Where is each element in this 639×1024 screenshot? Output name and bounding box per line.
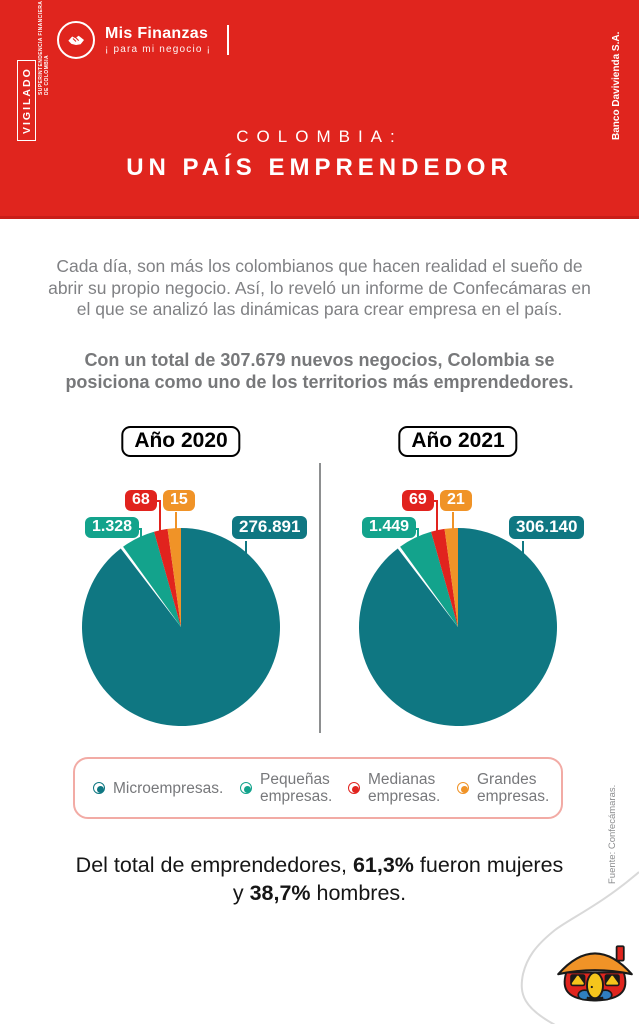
legend-item-grandes: Grandes empresas. [457, 771, 557, 805]
pie-chart-2021: Año 2021 1.449 69 21 306.140 [318, 420, 598, 752]
header-titles: COLOMBIA: UN PAÍS EMPRENDEDOR [0, 127, 639, 182]
corner-curve-decoration [520, 871, 639, 1024]
connector-grandes-2021 [452, 512, 454, 531]
vigilado-small-text: SUPERINTENDENCIA FINANCIERA DE COLOMBIA [38, 1, 50, 95]
legend-item-medianas: Medianas empresas. [348, 771, 457, 805]
vigilado-vertical-badge: VIGILADO SUPERINTENDENCIA FINANCIERA DE … [17, 1, 50, 141]
charts-divider-line [319, 463, 321, 733]
title-un-pais-emprendedor: UN PAÍS EMPRENDEDOR [126, 154, 513, 181]
legend-label-grandes: Grandes empresas. [477, 771, 550, 805]
statement-part3: y [232, 881, 250, 905]
pie-2021 [358, 528, 557, 726]
legend-label-microempresas: Microempresas. [113, 779, 224, 797]
vigilado-small-line2: DE COLOMBIA [44, 55, 50, 95]
logo-subtitle: ¡ para mi negocio ¡ [105, 44, 212, 55]
legend-item-pequenas: Pequeñas empresas. [240, 771, 348, 805]
microempresas-dot-icon [93, 782, 105, 794]
callout-grandes-2020: 15 [163, 490, 195, 511]
legend-label-medianas: Medianas empresas. [368, 771, 441, 805]
legend-label-pequenas: Pequeñas empresas. [260, 771, 333, 805]
statement-men-pct: 38,7% [249, 881, 311, 905]
callout-medianas-2021: 69 [402, 490, 434, 511]
medianas-dot-icon [348, 782, 360, 794]
pie-2020 [81, 528, 280, 726]
callout-pequenas-2020: 1.328 [85, 517, 140, 538]
statement-part4: hombres. [310, 881, 407, 905]
year-label-2021: Año 2021 [398, 426, 518, 457]
davivienda-house-icon [557, 945, 633, 1002]
logo-title: Mis Finanzas [105, 25, 209, 42]
year-label-2020: Año 2020 [121, 426, 241, 457]
callout-grandes-2021: 21 [440, 490, 472, 511]
statement-part1: Del total de emprendedores, [75, 853, 353, 877]
logo-text: Mis Finanzas ¡ para mi negocio ¡ [105, 25, 211, 55]
connector-micro-2021 [522, 541, 524, 554]
legend-item-microempresas: Microempresas. [93, 780, 240, 797]
pie-chart-2020: Año 2020 1.328 68 15 276.891 [41, 420, 321, 752]
callout-micro-2021: 306.140 [509, 516, 585, 539]
callout-pequenas-2021: 1.449 [362, 517, 417, 538]
intro-paragraph: Cada día, son más los colombianos que ha… [48, 256, 591, 319]
masthead: Mis Finanzas ¡ para mi negocio ¡ VIGILAD… [0, 0, 639, 219]
callout-micro-2020: 276.891 [232, 516, 308, 539]
chart-legend: Microempresas. Pequeñas empresas. Median… [73, 757, 563, 819]
intro-highlight: Con un total de 307.679 nuevos negocios,… [65, 350, 574, 392]
connector-grandes-2020 [175, 512, 177, 531]
handshake-icon-glyph [68, 35, 85, 45]
title-colombia: COLOMBIA: [236, 127, 403, 146]
pequenas-dot-icon [240, 782, 252, 794]
logo-divider-bar [227, 25, 230, 55]
statement-part2: fueron mujeres [413, 853, 564, 877]
connector-micro-2020 [245, 541, 247, 554]
statement-women-pct: 61,3% [352, 853, 414, 877]
mis-finanzas-logo: Mis Finanzas ¡ para mi negocio ¡ [57, 21, 230, 59]
gender-statement: Del total de emprendedores, 61,3% fueron… [0, 851, 639, 907]
bank-vertical-text: Banco Davivienda S.A. [611, 31, 622, 140]
handshake-icon [57, 21, 95, 59]
grandes-dot-icon [457, 782, 469, 794]
callout-medianas-2020: 68 [125, 490, 157, 511]
